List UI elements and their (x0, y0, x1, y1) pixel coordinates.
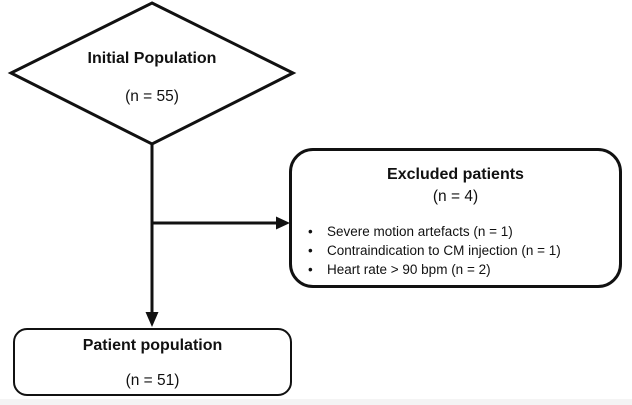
exclusion-reasons-list: Severe motion artefacts (n = 1) Contrain… (304, 222, 619, 279)
exclusion-reason-item: Severe motion artefacts (n = 1) (304, 222, 619, 241)
patient-population-count: (n = 51) (125, 372, 180, 389)
initial-population-count: (n = 55) (125, 88, 179, 105)
exclusion-reason-item: Heart rate > 90 bpm (n = 2) (304, 260, 619, 279)
arrowhead-right-icon (276, 216, 290, 230)
excluded-patients-count: (n = 4) (432, 188, 479, 205)
arrowhead-down-icon (145, 312, 159, 327)
initial-population-title: Initial Population (87, 50, 217, 67)
initial-population-node: Initial Population (n = 55) (32, 49, 272, 107)
excluded-patients-node: Excluded patients (n = 4) Severe motion … (289, 148, 622, 288)
patient-population-title: Patient population (82, 337, 223, 354)
exclusion-reason-item: Contraindication to CM injection (n = 1) (304, 241, 619, 260)
bottom-border-strip (0, 399, 632, 405)
excluded-patients-title: Excluded patients (387, 166, 524, 183)
patient-population-node: Patient population (n = 51) (13, 328, 292, 396)
